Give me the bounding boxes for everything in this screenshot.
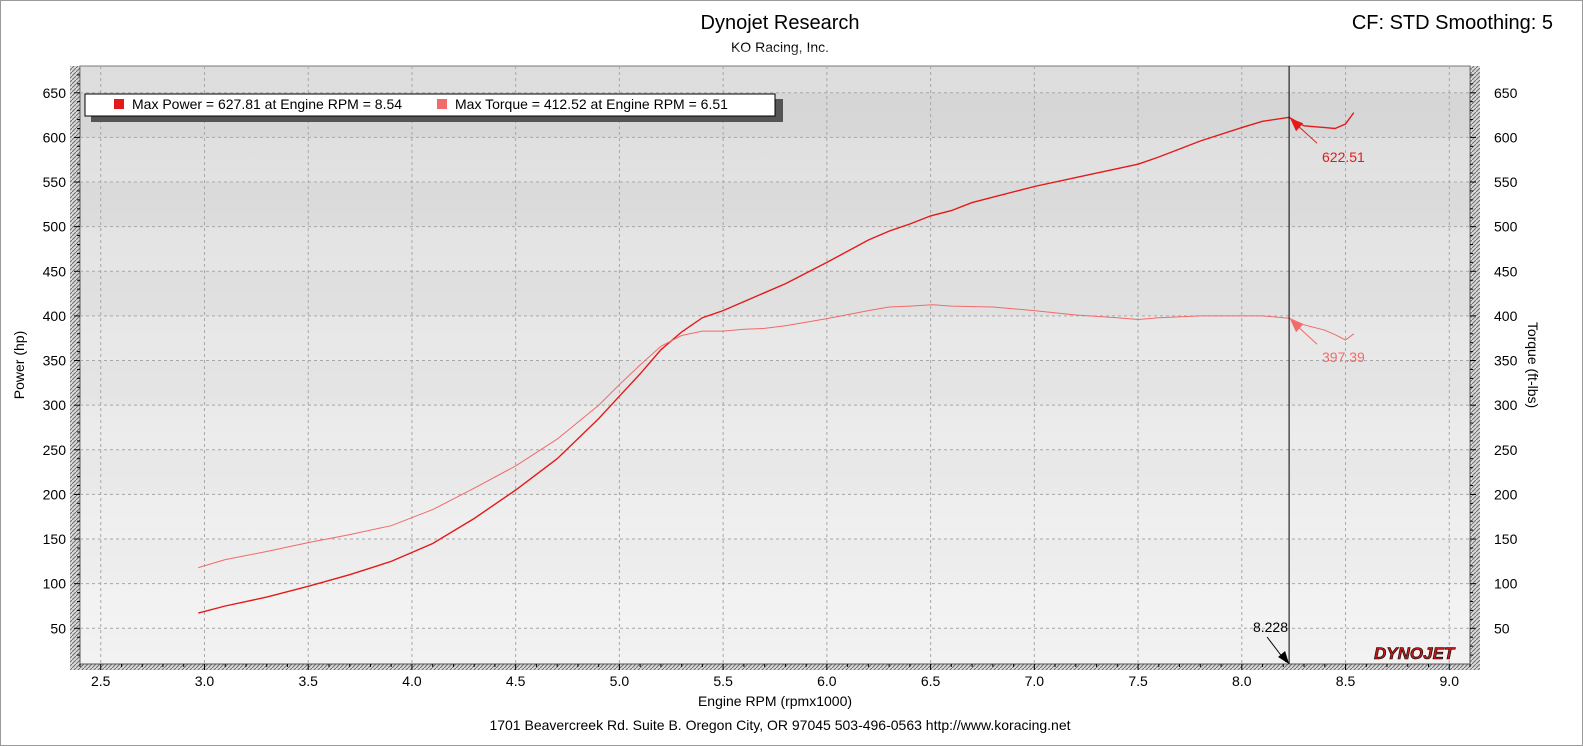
correction-factor-info: CF: STD Smoothing: 5 xyxy=(1351,12,1553,34)
y-tick-label: 600 xyxy=(43,129,67,145)
y-axis-label: Power (hp) xyxy=(11,331,27,399)
x-tick-label: 5.0 xyxy=(610,673,630,689)
plot-band xyxy=(80,226,1470,272)
chart-title: Dynojet Research xyxy=(700,12,860,34)
y-tick-label: 500 xyxy=(43,219,67,235)
dynojet-logo: DYNOJET xyxy=(1374,644,1457,664)
y-tick-label: 350 xyxy=(43,353,67,369)
y2-tick-label: 300 xyxy=(1494,397,1518,413)
y2-tick-label: 200 xyxy=(1494,486,1518,502)
x-tick-label: 8.5 xyxy=(1336,673,1356,689)
y2-tick-label: 250 xyxy=(1494,442,1518,458)
x-tick-label: 9.0 xyxy=(1440,673,1460,689)
x-tick-label: 7.0 xyxy=(1025,673,1045,689)
y2-tick-label: 100 xyxy=(1494,576,1518,592)
legend-swatch-power xyxy=(114,99,124,109)
plot-band xyxy=(80,137,1470,183)
x-tick-label: 3.5 xyxy=(298,673,318,689)
cursor-torque-label: 397.39 xyxy=(1322,349,1365,365)
y-tick-label: 550 xyxy=(43,174,67,190)
y-tick-label: 200 xyxy=(43,486,67,502)
y-tick-label: 450 xyxy=(43,263,67,279)
series-line-power xyxy=(198,112,1355,614)
y2-tick-label: 600 xyxy=(1494,129,1518,145)
dynojet-logo-text: DYNOJET xyxy=(1374,644,1456,663)
x-tick-label: 6.0 xyxy=(817,673,837,689)
cursor-torque-arrowhead xyxy=(1290,319,1304,333)
cursor-power-label: 622.51 xyxy=(1322,149,1365,165)
legend-item-power: Max Power = 627.81 at Engine RPM = 8.54 xyxy=(132,96,402,112)
plot-band xyxy=(80,405,1470,450)
y-tick-label: 150 xyxy=(43,531,67,547)
legend-swatch-torque xyxy=(437,99,447,109)
y2-tick-label: 500 xyxy=(1494,219,1518,235)
x-tick-label: 2.5 xyxy=(91,673,111,689)
y2-tick-label: 400 xyxy=(1494,308,1518,324)
plot-band xyxy=(80,583,1470,629)
y-tick-label: 50 xyxy=(50,620,66,636)
y-tick-label: 400 xyxy=(43,308,67,324)
cursor-rpm-arrowhead xyxy=(1278,651,1290,664)
y2-tick-label: 450 xyxy=(1494,263,1518,279)
left-axis-ticks: 50 100 150 200 250 300 350 400 450 500 550 600 650 xyxy=(43,74,80,656)
x-axis-label: Engine RPM (rpmx1000) xyxy=(698,693,852,709)
cursor-rpm-label: 8.228 xyxy=(1253,619,1288,635)
y2-tick-label: 550 xyxy=(1494,174,1518,190)
x-tick-label: 4.5 xyxy=(506,673,526,689)
footer-address: 1701 Beavercreek Rd. Suite B. Oregon Cit… xyxy=(489,717,1071,733)
right-axis-ticks: 50 100 150 200 250 300 350 400 450 500 550 600 650 xyxy=(1470,74,1518,656)
plot-band xyxy=(80,315,1470,361)
grid-lines xyxy=(80,66,1470,664)
y2-tick-label: 350 xyxy=(1494,353,1518,369)
y-tick-label: 300 xyxy=(43,397,67,413)
plot-band xyxy=(80,494,1470,540)
x-tick-label: 8.0 xyxy=(1232,673,1252,689)
legend: Max Power = 627.81 at Engine RPM = 8.54 … xyxy=(84,93,783,122)
cursor-power-arrowhead xyxy=(1290,118,1304,132)
chart-subtitle: KO Racing, Inc. xyxy=(730,39,830,55)
x-tick-label: 3.0 xyxy=(195,673,215,689)
plot-band xyxy=(80,48,1470,93)
plot-bands xyxy=(80,48,1470,629)
x-tick-label: 5.5 xyxy=(713,673,733,689)
y2-tick-label: 50 xyxy=(1494,620,1510,636)
y2-tick-label: 150 xyxy=(1494,531,1518,547)
y2-axis-label: Torque (ft-lbs) xyxy=(1525,322,1541,408)
y2-tick-label: 650 xyxy=(1494,85,1518,101)
x-tick-label: 7.5 xyxy=(1128,673,1148,689)
y-tick-label: 100 xyxy=(43,576,67,592)
legend-box xyxy=(84,93,776,117)
x-tick-label: 6.5 xyxy=(921,673,941,689)
legend-item-torque: Max Torque = 412.52 at Engine RPM = 6.51 xyxy=(455,96,728,112)
y-tick-label: 650 xyxy=(43,85,67,101)
plot-area xyxy=(79,65,1471,665)
x-tick-label: 4.0 xyxy=(402,673,422,689)
series-layer xyxy=(198,112,1355,614)
series-line-torque xyxy=(198,304,1355,569)
y-tick-label: 250 xyxy=(43,442,67,458)
bottom-axis-ticks: 2.5 3.0 3.5 4.0 4.5 5.0 5.5 6.0 6.5 7.0 7.5 8.0 8.5 9… xyxy=(79,664,1471,689)
cursor-layer xyxy=(1266,66,1318,664)
